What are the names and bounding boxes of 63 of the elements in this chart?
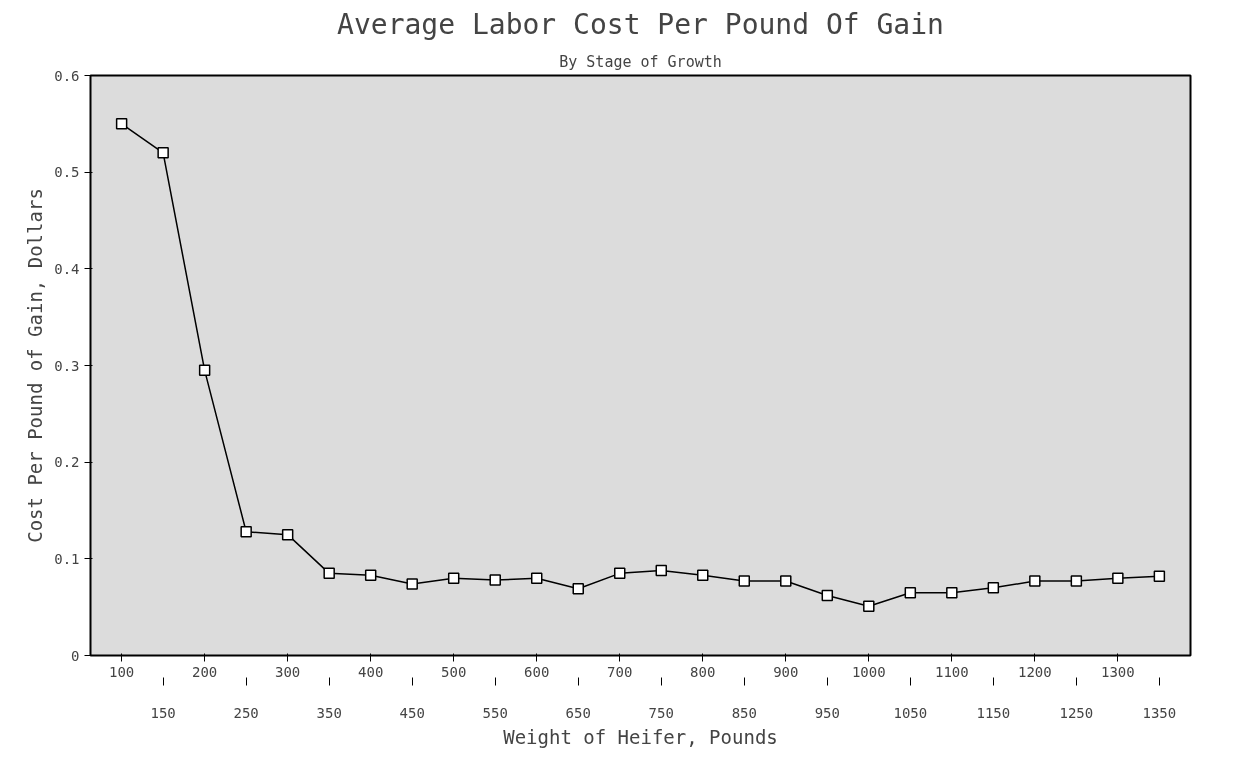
point <box>489 574 501 586</box>
x-tick-label: 1200 <box>1017 663 1052 680</box>
point <box>364 569 377 582</box>
x-tick-label: 800 <box>690 663 716 680</box>
x-tick-label: 1100 <box>934 663 969 680</box>
point <box>323 567 335 580</box>
x-tick-label: 1000 <box>851 663 886 680</box>
x-tick-label: 950 <box>814 704 840 721</box>
point <box>780 575 792 587</box>
point <box>904 586 917 599</box>
point <box>406 578 418 590</box>
point <box>572 583 584 595</box>
point <box>281 528 294 541</box>
x-tick-label: 1300 <box>1101 663 1135 680</box>
y-tick-label: 0.4 <box>54 260 80 277</box>
x-tick-label: 900 <box>773 663 799 680</box>
x-tick-label: 700 <box>607 663 633 680</box>
point <box>946 586 958 599</box>
point <box>614 567 626 580</box>
x-tick-label: 650 <box>565 704 591 721</box>
y-tick-label: 0.3 <box>54 357 80 374</box>
point <box>447 572 460 584</box>
chart-title: Average Labor Cost Per Pound Of Gain <box>337 7 944 41</box>
point <box>198 364 211 377</box>
point <box>655 564 667 577</box>
x-axis-title: Weight of Heifer, Pounds <box>503 725 778 748</box>
x-tick-label: 600 <box>524 663 550 680</box>
x-tick-label: 350 <box>316 704 342 721</box>
y-tick-label: 0.6 <box>54 67 80 84</box>
x-tick-label: 550 <box>482 704 508 721</box>
x-tick-label: 1050 <box>893 704 928 721</box>
x-tick-label: 250 <box>233 704 259 721</box>
point <box>157 147 169 159</box>
x-tick-label: 850 <box>731 704 757 721</box>
x-tick-label: 400 <box>358 663 384 680</box>
point <box>738 575 751 587</box>
x-tick-label: 1150 <box>976 704 1011 721</box>
y-axis-title: Cost Per Pound of Gain, Dollars <box>24 188 47 543</box>
x-tick-label: 450 <box>399 704 425 721</box>
chart-subtitle: By Stage of Growth <box>559 52 722 71</box>
point <box>697 569 709 582</box>
x-tick-label: 1350 <box>1142 704 1177 721</box>
point <box>1153 570 1166 582</box>
point <box>1070 575 1083 587</box>
point <box>240 526 252 538</box>
x-tick-label: 150 <box>150 704 176 721</box>
point <box>863 600 875 612</box>
point <box>115 118 128 130</box>
y-tick-label: 0.1 <box>54 550 80 567</box>
point <box>1112 572 1124 584</box>
x-tick-label: 750 <box>648 704 674 721</box>
point <box>987 582 1000 594</box>
y-tick-label: 0.2 <box>54 454 80 471</box>
point <box>1029 575 1041 587</box>
y-tick-label: 0.5 <box>54 164 80 181</box>
point <box>530 572 543 584</box>
y-tick-label: 0 <box>71 647 80 664</box>
x-tick-label: 100 <box>108 663 135 680</box>
x-tick-label: 1250 <box>1059 704 1094 721</box>
x-tick-label: 200 <box>192 663 218 680</box>
x-tick-label: 500 <box>441 663 467 680</box>
point <box>821 589 834 602</box>
x-tick-label: 300 <box>275 663 301 680</box>
